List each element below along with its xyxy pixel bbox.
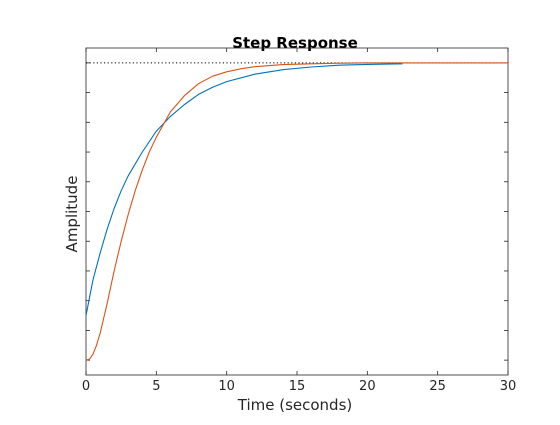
plot-area: 0 5 10 15 20 25 30 (82, 47, 517, 394)
series-line-1 (85, 63, 403, 316)
x-axis-label: Time (seconds) (237, 396, 353, 414)
axes-box (85, 47, 509, 376)
y-axis-label: Amplitude (63, 176, 81, 253)
x-tick-label: 25 (429, 379, 446, 394)
x-tick-label: 20 (359, 379, 376, 394)
x-tick-label: 5 (152, 379, 160, 394)
x-tick-label: 30 (500, 379, 517, 394)
chart-title: Step Response (232, 34, 358, 52)
x-tick-label: 0 (82, 379, 90, 394)
x-tick-label: 15 (289, 379, 306, 394)
series-line-2 (85, 62, 508, 361)
x-tick-label: 10 (218, 379, 235, 394)
